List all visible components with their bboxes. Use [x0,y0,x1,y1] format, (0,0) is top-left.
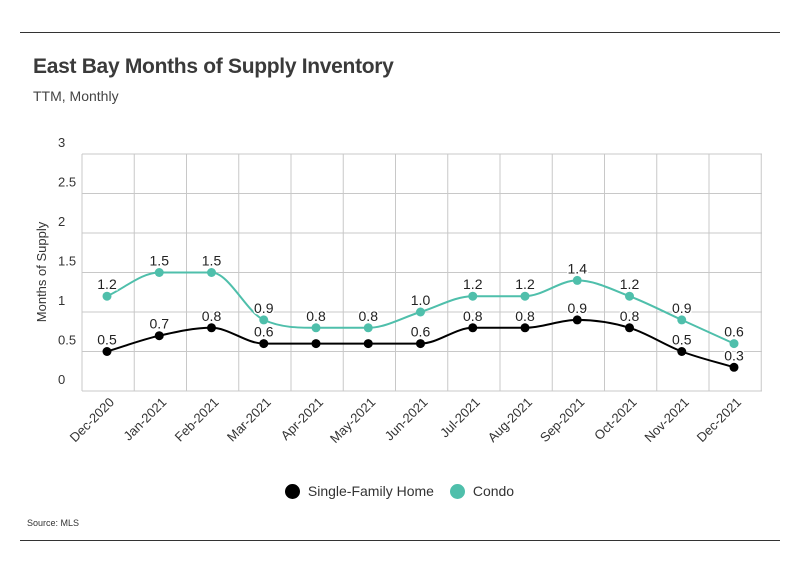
y-tick-label: 0 [58,372,65,387]
data-label-series-1: 0.6 [724,324,744,340]
data-label-series-1: 1.2 [463,276,483,292]
data-label-series-1: 1.2 [515,276,535,292]
x-tick-labels: Dec-2020 Jan-2021 Feb-2021 Mar-2021 Apr-2021… [67,395,744,446]
data-point-series-0 [520,323,530,333]
data-point-series-0 [207,323,216,333]
data-point-series-1 [154,268,164,277]
source-note: Source: MLS [27,518,80,528]
data-labels-layer: 1.2 1.5 1.5 0.9 0.8 0.8 1.0 1.2 1.2 1.4 1.2 0.9 0.6 0… [96,251,746,365]
data-label-series-1: 1.0 [411,292,431,308]
data-label-series-1: 0.8 [359,308,379,324]
data-label-series-0: 0.7 [150,316,170,332]
x-tick-label: Oct-2021 [591,395,639,443]
y-tick-label: 3 [58,135,65,150]
data-point-series-1 [520,291,530,301]
data-point-series-1 [677,315,687,325]
data-label-series-0: 0.8 [620,308,640,324]
data-point-series-0 [154,331,164,341]
data-point-series-1 [625,291,634,301]
data-point-series-0 [625,323,634,333]
x-tick-label: Nov-2021 [641,395,691,445]
data-label-series-0: 0.9 [568,300,588,316]
data-point-series-1 [259,315,269,325]
data-label-series-0: 0.3 [724,347,744,363]
y-tick-labels: 0 0.5 1 1.5 2 2.5 3 [58,135,76,387]
grid-lines [81,153,762,392]
chart-subtitle: TTM, Monthly [33,88,119,104]
x-tick-label: Aug-2021 [485,395,535,445]
data-point-series-0 [363,339,373,349]
data-point-series-0 [468,323,478,333]
legend-label-series-0: Single-Family Home [307,483,434,499]
data-point-series-1 [468,291,478,301]
x-tick-label: Sep-2021 [537,395,587,445]
series-layer [102,268,739,372]
x-tick-label: Dec-2020 [67,395,117,445]
x-tick-label: Jul-2021 [437,395,483,441]
bottom-rule [20,540,780,541]
data-point-series-1 [416,307,425,317]
y-tick-label: 2.5 [58,175,76,190]
x-tick-label: Mar-2021 [224,395,274,445]
data-label-series-0: 0.8 [463,308,483,324]
data-label-series-1: 0.9 [254,300,274,316]
top-rule [20,32,780,33]
legend-marker-series-1 [449,483,465,499]
data-label-series-0: 0.8 [515,308,535,324]
y-tick-label: 1.5 [58,254,76,269]
legend-item-series-1: Condo [449,483,515,499]
data-point-series-1 [363,323,373,333]
y-axis-label: Months of Supply [34,221,49,322]
x-tick-label: Dec-2021 [694,395,744,445]
data-label-series-1: 1.4 [568,260,588,276]
data-point-series-1 [102,291,112,301]
legend: Single-Family Home Condo [0,483,799,502]
data-point-series-1 [207,268,216,277]
x-tick-label: Apr-2021 [278,395,326,443]
data-label-series-1: 0.9 [672,300,692,316]
data-label-series-1: 1.2 [97,276,117,292]
data-label-series-1: 0.8 [306,308,326,324]
data-point-series-1 [311,323,321,333]
y-tick-label: 0.5 [58,333,76,348]
data-label-series-0: 0.6 [254,324,274,340]
data-label-series-0: 0.5 [97,332,117,348]
y-tick-label: 1 [58,293,65,308]
x-tick-label: Feb-2021 [172,395,222,445]
legend-item-series-0: Single-Family Home [284,483,434,499]
data-point-series-0 [416,339,425,349]
data-label-series-0: 0.8 [202,308,222,324]
x-tick-label: May-2021 [327,395,378,446]
data-label-series-0: 0.6 [411,324,431,340]
data-point-series-0 [259,339,269,349]
y-tick-label: 2 [58,214,65,229]
data-label-series-1: 1.5 [202,253,222,269]
data-point-series-0 [311,339,321,349]
data-point-series-1 [572,275,582,285]
data-point-series-0 [102,347,112,356]
data-point-series-0 [572,315,582,325]
data-label-series-1: 1.2 [620,276,640,292]
legend-marker-series-0 [284,483,300,499]
data-point-series-1 [729,339,739,349]
x-tick-label: Jun-2021 [382,395,431,444]
data-label-series-1: 1.5 [150,253,170,269]
x-tick-label: Jan-2021 [120,395,169,444]
data-point-series-0 [729,362,739,372]
data-point-series-0 [677,347,687,356]
legend-label-series-1: Condo [472,483,515,499]
data-label-series-0: 0.5 [672,332,692,348]
chart-title: East Bay Months of Supply Inventory [33,55,394,78]
